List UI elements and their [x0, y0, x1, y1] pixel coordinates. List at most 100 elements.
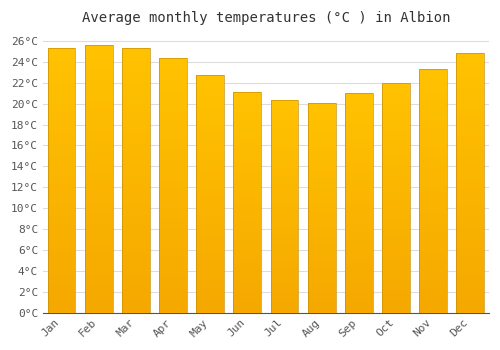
Bar — [48, 289, 76, 292]
Bar — [270, 154, 298, 156]
Bar — [159, 282, 187, 285]
Bar — [85, 227, 112, 230]
Bar — [159, 96, 187, 98]
Bar — [122, 286, 150, 289]
Bar — [196, 168, 224, 170]
Bar — [122, 246, 150, 249]
Bar — [122, 96, 150, 98]
Bar — [122, 133, 150, 135]
Bar — [345, 161, 373, 163]
Bar — [196, 170, 224, 173]
Bar — [308, 310, 336, 313]
Bar — [196, 177, 224, 180]
Bar — [122, 220, 150, 223]
Bar — [382, 264, 410, 267]
Bar — [196, 87, 224, 90]
Bar — [308, 205, 336, 208]
Bar — [48, 191, 76, 194]
Bar — [456, 279, 484, 281]
Bar — [308, 187, 336, 189]
Bar — [159, 308, 187, 310]
Bar — [48, 246, 76, 249]
Bar — [122, 199, 150, 202]
Bar — [159, 195, 187, 198]
Bar — [270, 152, 298, 154]
Bar — [345, 93, 373, 313]
Bar — [419, 81, 447, 84]
Bar — [456, 191, 484, 194]
Bar — [159, 165, 187, 167]
Bar — [234, 284, 262, 286]
Bar — [159, 211, 187, 213]
Bar — [122, 305, 150, 307]
Bar — [48, 77, 76, 80]
Bar — [159, 272, 187, 274]
Bar — [48, 305, 76, 307]
Bar — [122, 48, 150, 51]
Bar — [382, 216, 410, 218]
Bar — [382, 301, 410, 303]
Bar — [308, 107, 336, 109]
Bar — [345, 100, 373, 102]
Bar — [345, 223, 373, 225]
Bar — [456, 188, 484, 191]
Bar — [308, 105, 336, 107]
Bar — [270, 285, 298, 287]
Bar — [234, 290, 262, 293]
Bar — [456, 139, 484, 141]
Bar — [270, 166, 298, 168]
Bar — [234, 308, 262, 310]
Bar — [345, 111, 373, 113]
Bar — [382, 191, 410, 193]
Bar — [122, 217, 150, 220]
Bar — [159, 290, 187, 292]
Bar — [345, 148, 373, 150]
Bar — [122, 141, 150, 144]
Bar — [419, 300, 447, 303]
Bar — [234, 94, 262, 97]
Bar — [48, 133, 76, 135]
Bar — [419, 181, 447, 183]
Bar — [419, 71, 447, 74]
Bar — [48, 194, 76, 196]
Bar — [270, 249, 298, 251]
Bar — [159, 76, 187, 78]
Bar — [196, 227, 224, 230]
Bar — [122, 51, 150, 54]
Bar — [345, 201, 373, 203]
Bar — [382, 303, 410, 306]
Bar — [345, 172, 373, 174]
Bar — [308, 201, 336, 203]
Bar — [345, 262, 373, 264]
Bar — [196, 85, 224, 87]
Bar — [122, 77, 150, 80]
Bar — [196, 294, 224, 296]
Bar — [48, 310, 76, 313]
Bar — [234, 149, 262, 152]
Bar — [456, 274, 484, 276]
Bar — [196, 147, 224, 149]
Bar — [234, 92, 262, 313]
Bar — [234, 112, 262, 114]
Bar — [196, 199, 224, 201]
Bar — [456, 116, 484, 118]
Bar — [159, 78, 187, 80]
Bar — [308, 239, 336, 241]
Bar — [48, 180, 76, 183]
Bar — [456, 64, 484, 66]
Bar — [270, 118, 298, 120]
Bar — [85, 294, 112, 296]
Bar — [270, 105, 298, 107]
Bar — [308, 121, 336, 124]
Bar — [159, 149, 187, 152]
Bar — [85, 205, 112, 208]
Bar — [196, 187, 224, 189]
Bar — [48, 249, 76, 252]
Bar — [234, 110, 262, 112]
Bar — [270, 245, 298, 247]
Bar — [382, 87, 410, 90]
Bar — [196, 132, 224, 135]
Bar — [48, 212, 76, 215]
Bar — [456, 237, 484, 240]
Bar — [234, 136, 262, 138]
